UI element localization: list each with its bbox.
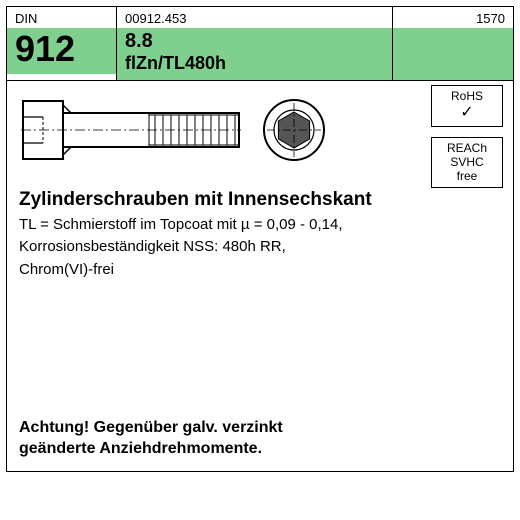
reach-line2: SVHC [434,156,500,170]
col-right: 1570 [393,7,513,80]
rohs-badge: RoHS ✓ [431,85,503,127]
desc-line2: Korrosionsbeständigkeit NSS: 480h RR, [7,237,513,259]
green-blank [393,28,513,80]
coating-code: flZn/TL480h [117,53,392,80]
illustration-row: RoHS ✓ REACh SVHC free [7,81,513,189]
article-number: 00912.453 [117,7,392,28]
reach-line1: REACh [434,142,500,156]
din-label: DIN [7,7,116,28]
product-title: Zylinderschrauben mit Innensechskant [7,189,513,215]
code-right: 1570 [393,7,513,28]
desc-line3: Chrom(VI)-frei [7,260,513,282]
header-row: DIN 912 00912.453 8.8 flZn/TL480h 1570 [7,7,513,81]
reach-line3: free [434,170,500,184]
check-icon: ✓ [434,104,500,122]
col-middle: 00912.453 8.8 flZn/TL480h [117,7,393,80]
strength-grade: 8.8 [117,28,392,53]
bolt-side-icon [21,95,241,165]
reach-badge: REACh SVHC free [431,137,503,188]
spec-card: DIN 912 00912.453 8.8 flZn/TL480h 1570 [6,6,514,472]
warning-block: Achtung! Gegenüber galv. verzinkt geände… [7,412,513,472]
din-number: 912 [7,28,116,74]
bolt-top-icon [261,97,327,163]
warning-line2: geänderte Anziehdrehmomente. [19,439,501,460]
col-standard: DIN 912 [7,7,117,80]
warning-line1: Achtung! Gegenüber galv. verzinkt [19,418,501,439]
rohs-label: RoHS [434,90,500,104]
spacer [7,282,513,412]
desc-line1: TL = Schmierstoff im Topcoat mit µ = 0,0… [7,215,513,237]
